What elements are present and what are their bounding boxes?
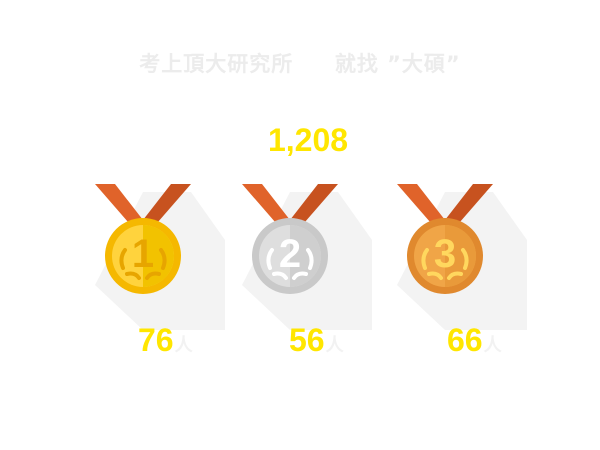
gold-medal-icon: 1: [95, 180, 225, 330]
rank-label: 3: [433, 232, 457, 276]
rank-label: 1: [131, 232, 155, 276]
rank-label: 2: [278, 232, 302, 276]
total-count: 1,208: [267, 122, 349, 158]
count-number: 76: [138, 322, 174, 358]
bronze-count: 66人: [447, 322, 502, 359]
count-number: 66: [447, 322, 483, 358]
bronze-medal-icon: 3: [397, 180, 527, 330]
headline: 考上頂大研究所 就找 ”大碩”: [139, 52, 461, 76]
count-unit: 人: [483, 335, 502, 355]
silver-count: 56人: [289, 322, 344, 359]
count-unit: 人: [325, 335, 344, 355]
count-number: 56: [289, 322, 325, 358]
count-unit: 人: [174, 335, 193, 355]
silver-medal-icon: 2: [242, 180, 372, 330]
gold-count: 76人: [138, 322, 193, 359]
